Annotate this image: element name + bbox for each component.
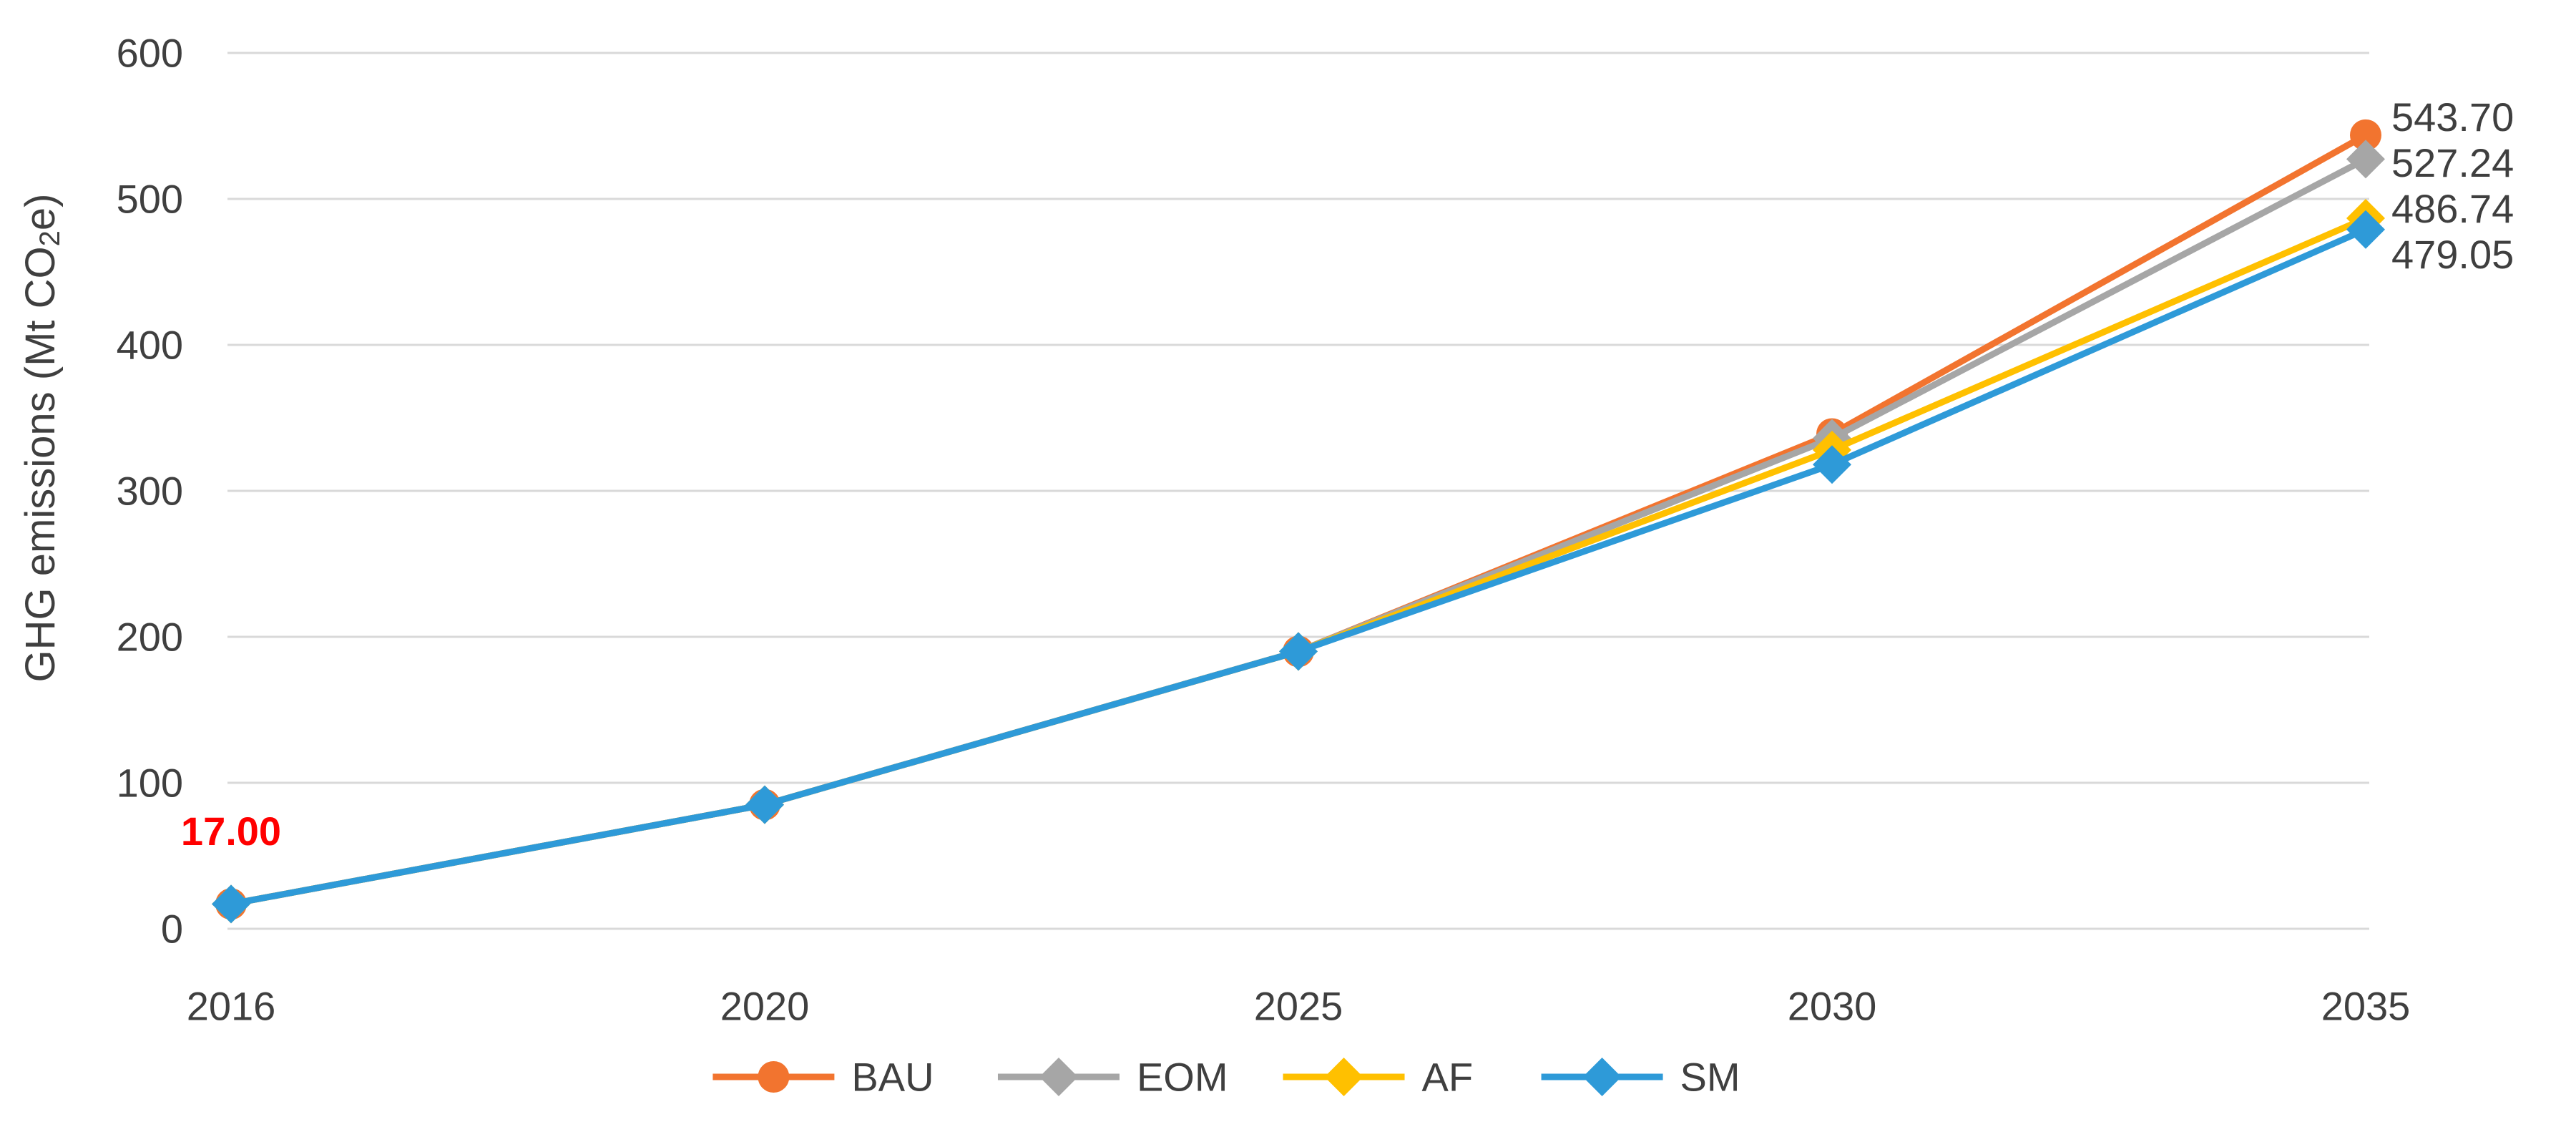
x-tick-label: 2025: [1254, 984, 1343, 1029]
y-axis-title: GHG emissions (Mt CO2e): [17, 194, 67, 683]
legend-item-EOM: EOM: [997, 1055, 1228, 1100]
data-label-BAU: 543.70: [2391, 94, 2514, 140]
y-axis-tick-labels: 0 100 200 300 400 500 600: [117, 31, 183, 952]
y-tick-label: 300: [117, 469, 183, 514]
y-tick-label: 600: [117, 31, 183, 76]
x-axis-tick-labels: 2016 2020 2025 2030 2035: [187, 984, 2411, 1029]
series-marker-BAU: [2350, 119, 2381, 151]
x-tick-label: 2020: [720, 984, 810, 1029]
legend: BAU EOM AF SM: [712, 1055, 1740, 1100]
y-tick-label: 100: [117, 761, 183, 806]
annotation-start-value: 17.00: [181, 809, 281, 854]
legend-marker-EOM: [1039, 1058, 1078, 1096]
series-EOM: [212, 140, 2385, 924]
legend-label-BAU: BAU: [851, 1055, 934, 1100]
x-tick-label: 2016: [187, 984, 276, 1029]
y-tick-label: 0: [161, 907, 183, 952]
gridlines: [227, 52, 2369, 930]
series-marker-SM: [745, 785, 784, 824]
data-label-EOM: 527.24: [2391, 140, 2514, 185]
data-label-AF: 486.74: [2391, 186, 2514, 231]
series-BAU: [215, 119, 2381, 920]
y-tick-label: 200: [117, 615, 183, 660]
data-label-SM: 479.05: [2391, 232, 2514, 277]
x-tick-label: 2035: [2321, 984, 2411, 1029]
series-line-SM: [227, 226, 2369, 907]
series-marker-SM: [212, 884, 250, 924]
legend-item-AF: AF: [1283, 1055, 1474, 1100]
y-tick-label: 500: [117, 177, 183, 222]
legend-item-BAU: BAU: [712, 1055, 934, 1100]
legend-marker-AF: [1324, 1058, 1363, 1096]
series-marker-SM: [1813, 445, 1851, 484]
legend-label-SM: SM: [1680, 1055, 1740, 1100]
legend-item-SM: SM: [1541, 1055, 1740, 1100]
series-line-AF: [227, 215, 2369, 907]
legend-label-AF: AF: [1422, 1055, 1474, 1100]
series-line-EOM: [227, 155, 2369, 907]
legend-marker-BAU: [758, 1061, 790, 1093]
legend-label-EOM: EOM: [1137, 1055, 1228, 1100]
series-SM: [212, 210, 2385, 924]
legend-marker-SM: [1582, 1058, 1622, 1096]
series-marker-EOM: [2346, 140, 2385, 179]
y-tick-label: 400: [117, 323, 183, 368]
series-marker-SM: [1279, 632, 1318, 671]
x-tick-label: 2030: [1788, 984, 1877, 1029]
series-marker-SM: [2346, 210, 2385, 249]
series-line-BAU: [227, 132, 2369, 907]
